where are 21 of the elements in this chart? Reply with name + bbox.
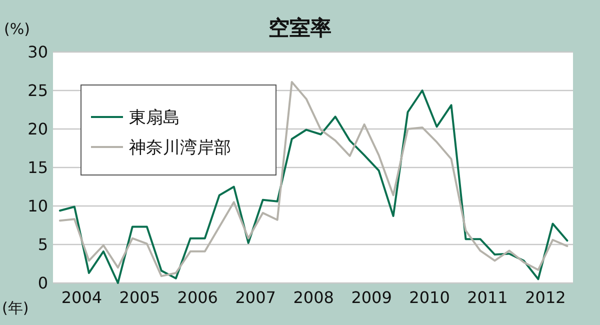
x-tick-label: 2011 (467, 288, 508, 307)
x-tick-label: 2006 (177, 288, 218, 307)
x-axis-title: (年) (2, 299, 29, 317)
y-tick-label: 25 (28, 81, 48, 100)
y-tick-label: 10 (28, 196, 48, 216)
y-tick-label: 0 (38, 274, 48, 293)
chart-title: 空室率 (268, 16, 332, 40)
x-tick-label: 2007 (235, 288, 276, 307)
legend-label: 東扇島 (129, 108, 180, 128)
x-tick-label: 2012 (525, 288, 566, 307)
y-axis-title: (%) (4, 20, 30, 38)
x-tick-label: 2009 (351, 288, 392, 307)
x-tick-label: 2008 (293, 288, 334, 307)
y-tick-label: 5 (38, 235, 48, 254)
x-tick-label: 2004 (61, 288, 102, 307)
x-tick-label: 2005 (119, 288, 160, 307)
y-tick-label: 30 (28, 42, 48, 62)
y-tick-label: 20 (28, 120, 48, 139)
x-tick-label: 2010 (409, 288, 450, 307)
y-tick-label: 15 (28, 158, 48, 178)
legend-label: 神奈川湾岸部 (129, 138, 231, 158)
